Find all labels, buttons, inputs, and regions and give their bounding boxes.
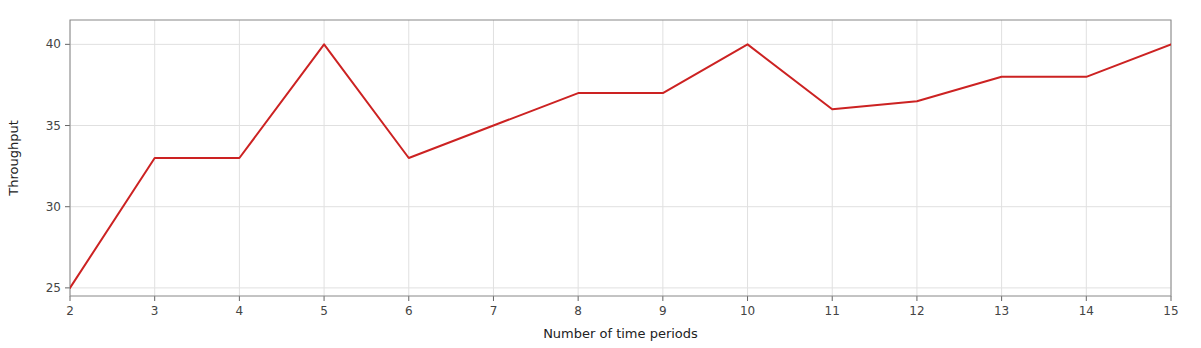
- x-tick: [916, 296, 917, 301]
- x-tick-label: 15: [1163, 304, 1178, 318]
- x-grid-line: [493, 20, 494, 296]
- x-tick-label: 7: [490, 304, 498, 318]
- y-grid-line: [70, 287, 1171, 288]
- x-tick: [324, 296, 325, 301]
- y-tick-label: 25: [46, 281, 61, 295]
- y-grid-line: [70, 44, 1171, 45]
- x-grid-line: [324, 20, 325, 296]
- y-tick: [65, 44, 70, 45]
- x-tick-label: 2: [66, 304, 74, 318]
- x-tick-label: 4: [236, 304, 244, 318]
- x-grid-line: [747, 20, 748, 296]
- x-tick-label: 6: [405, 304, 413, 318]
- chart-svg: 2 3 4 5 6 7 8 9 10 11 12 13 14 15 25 30 35 40 Number of ti…: [0, 0, 1201, 348]
- x-axis-label: Number of time periods: [543, 326, 698, 341]
- x-tick: [1001, 296, 1002, 301]
- y-tick: [65, 287, 70, 288]
- x-tick: [747, 296, 748, 301]
- x-grid-line: [916, 20, 917, 296]
- x-grid-line: [832, 20, 833, 296]
- x-tick: [832, 296, 833, 301]
- y-tick-label: 40: [46, 37, 61, 51]
- y-tick: [65, 125, 70, 126]
- x-tick: [239, 296, 240, 301]
- x-tick-label: 11: [825, 304, 840, 318]
- x-tick-label: 5: [320, 304, 328, 318]
- plot-background: [70, 20, 1171, 296]
- x-tick: [1171, 296, 1172, 301]
- axes: 2 3 4 5 6 7 8 9 10 11 12 13 14 15 25 30 35 40: [46, 20, 1179, 318]
- x-tick-label: 13: [994, 304, 1009, 318]
- x-tick: [662, 296, 663, 301]
- x-grid-line: [1086, 20, 1087, 296]
- x-tick: [493, 296, 494, 301]
- x-tick-label: 10: [740, 304, 755, 318]
- data-layer: [70, 44, 1171, 288]
- x-tick: [154, 296, 155, 301]
- chart-container: 2 3 4 5 6 7 8 9 10 11 12 13 14 15 25 30 35 40 Number of ti…: [0, 0, 1201, 348]
- x-tick-label: 8: [574, 304, 582, 318]
- y-tick: [65, 206, 70, 207]
- grid: [70, 20, 1171, 296]
- line: [70, 44, 1171, 288]
- x-tick: [70, 296, 71, 301]
- x-tick-label: 3: [151, 304, 159, 318]
- plot-frame: [70, 20, 1171, 296]
- x-tick-label: 14: [1079, 304, 1094, 318]
- x-tick: [408, 296, 409, 301]
- x-grid-line: [578, 20, 579, 296]
- y-grid-line: [70, 206, 1171, 207]
- y-axis-label: Throughput: [6, 120, 21, 197]
- x-tick-label: 12: [909, 304, 924, 318]
- y-tick-label: 30: [46, 200, 61, 214]
- x-tick: [1086, 296, 1087, 301]
- x-tick-label: 9: [659, 304, 667, 318]
- y-tick-label: 35: [46, 119, 61, 133]
- y-grid-line: [70, 125, 1171, 126]
- x-grid-line: [1001, 20, 1002, 296]
- x-grid-line: [662, 20, 663, 296]
- x-tick: [578, 296, 579, 301]
